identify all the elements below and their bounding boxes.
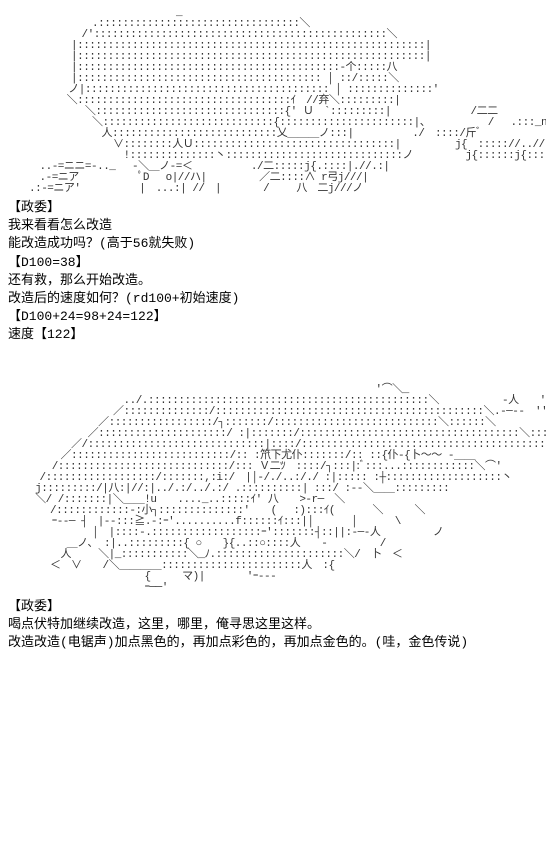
dice-roll: 【D100+24=98+24=122】 — [8, 308, 538, 326]
dialogue-text: 还有救，那么开始改造。 — [8, 272, 538, 290]
speaker-tag: 【政委】 — [8, 199, 538, 217]
dialogue-text: 喝点伏特加继续改造，这里，哪里，俺寻思这里这样。 — [8, 616, 538, 634]
dialogue-section-1: 【政委】 我来看看怎么改造 能改造成功吗？(高于56就失败) 【D100=38】… — [8, 199, 538, 345]
ascii-art-2: '⌒＼_ ../.:::::::::::::::::::::::::::::::… — [8, 385, 538, 594]
result-text: 速度【122】 — [8, 326, 538, 344]
dialogue-text: 能改造成功吗？(高于56就失败) — [8, 235, 538, 253]
dialogue-text: 改造改造(电锯声)加点黑色的，再加点彩色的，再加点金色的。(哇，金色传说) — [8, 634, 538, 652]
ascii-art-1: _ .:::::::::::::::::::::::::::::::::＼ /'… — [8, 8, 538, 195]
dialogue-section-2: 【政委】 喝点伏特加继续改造，这里，哪里，俺寻思这里这样。 改造改造(电锯声)加… — [8, 598, 538, 653]
dialogue-text: 我来看看怎么改造 — [8, 217, 538, 235]
dice-roll: 【D100=38】 — [8, 254, 538, 272]
dialogue-text: 改造后的速度如何？(rd100+初始速度) — [8, 290, 538, 308]
speaker-tag: 【政委】 — [8, 598, 538, 616]
